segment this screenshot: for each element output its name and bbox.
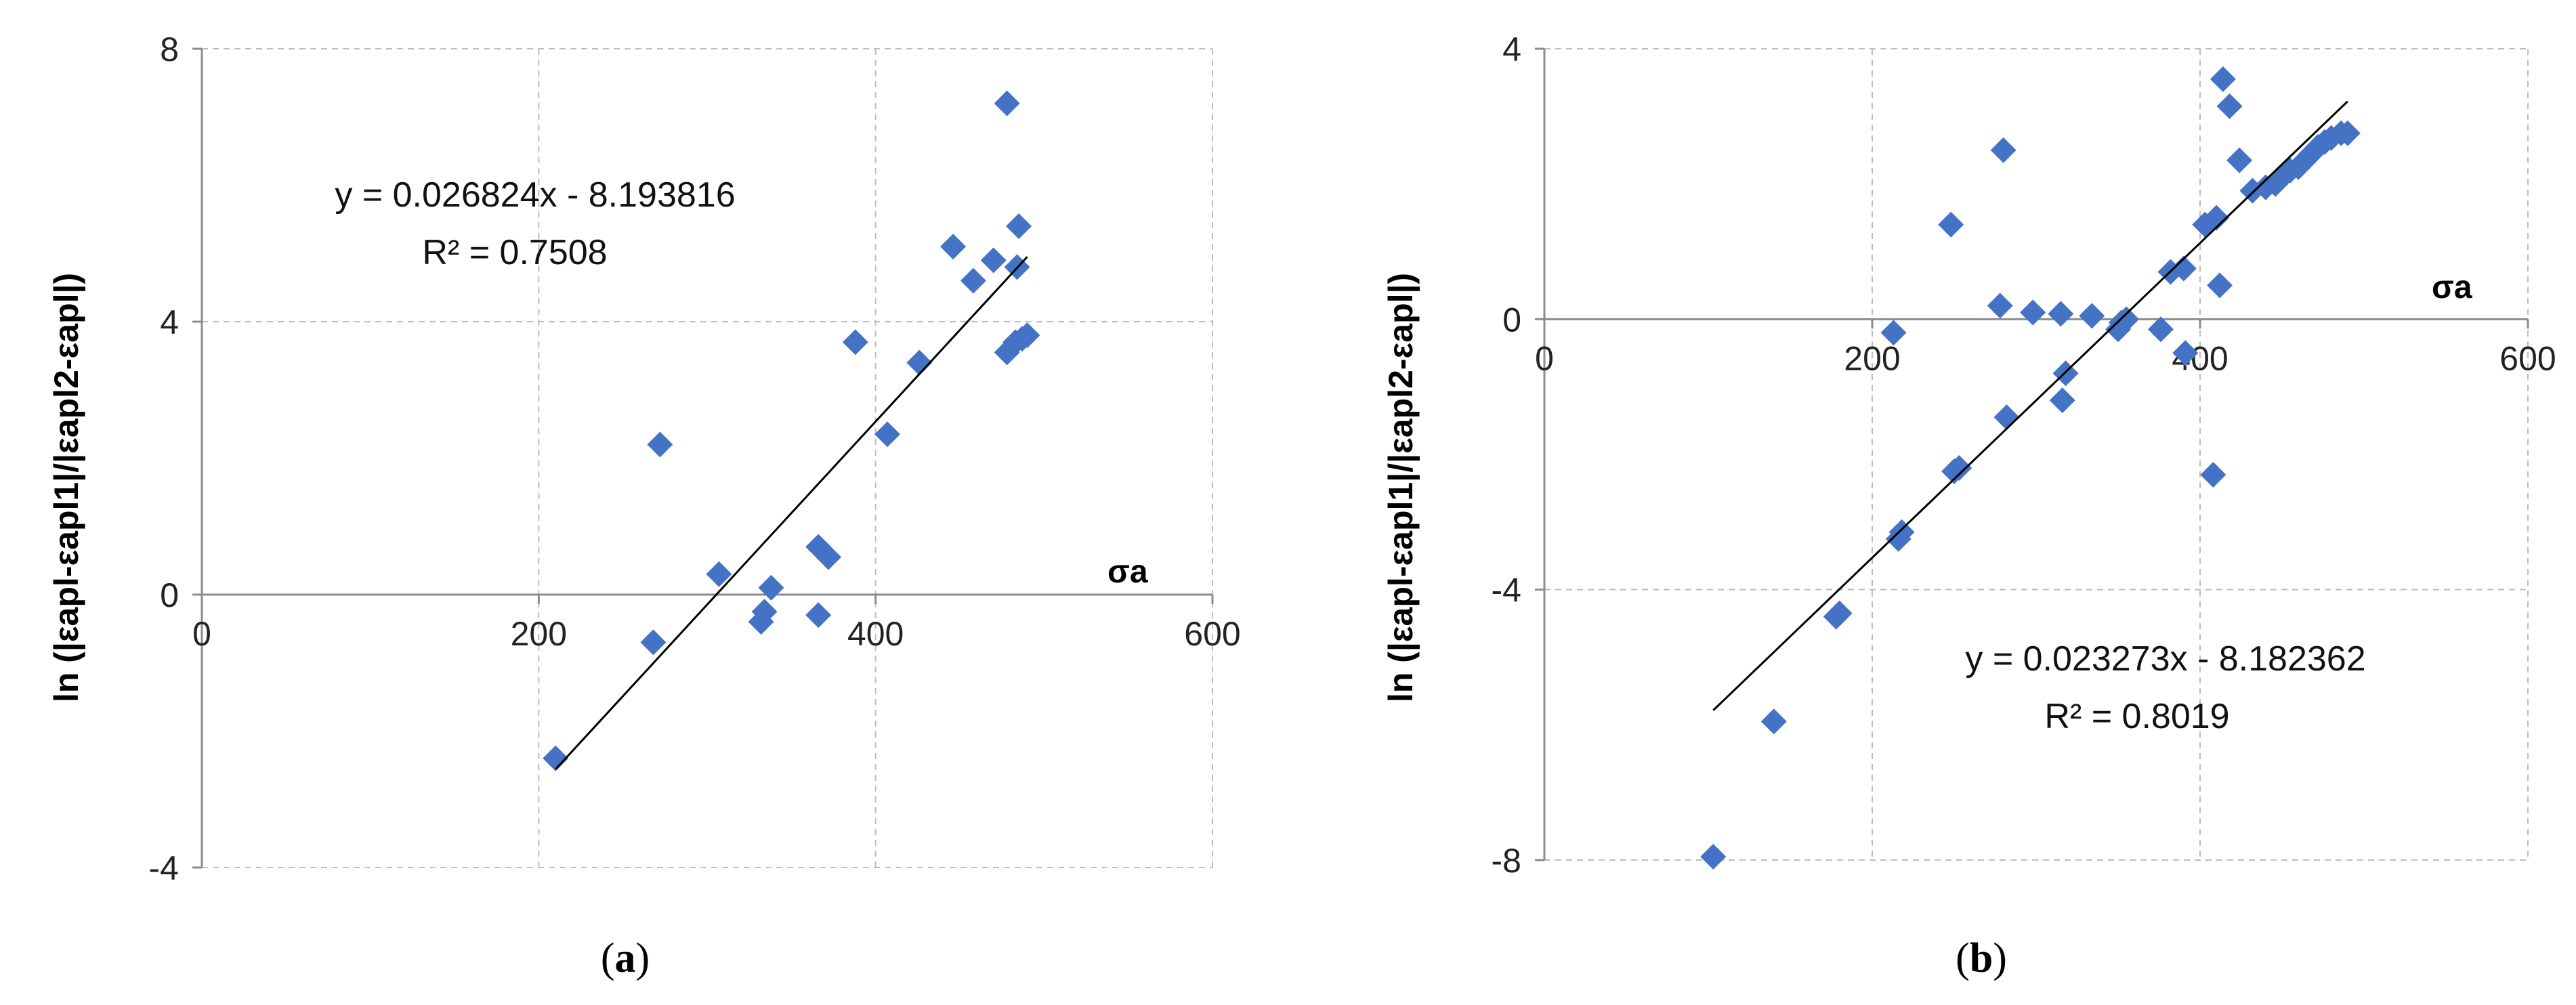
chart-a-x-tick-label: 0 xyxy=(192,615,211,653)
chart-b-point xyxy=(1880,320,1907,346)
chart-b-point xyxy=(2210,66,2236,92)
chart-b-point xyxy=(2226,147,2253,173)
chart-b-point xyxy=(1888,519,1915,545)
chart-b-x-axis-label: σa xyxy=(2432,270,2472,305)
chart-a-point xyxy=(994,90,1020,116)
chart-b-axes xyxy=(1535,47,2529,861)
chart-a-point xyxy=(906,349,933,376)
chart-a-point xyxy=(940,234,967,260)
chart-a-axes xyxy=(192,47,1214,869)
chart-b-point xyxy=(2079,303,2105,329)
chart-a-y-tick-label: 8 xyxy=(160,30,179,68)
chart-a-point xyxy=(647,431,673,458)
chart-a-r-squared: R² = 0.7508 xyxy=(422,233,607,272)
chart-b-point xyxy=(2203,205,2230,231)
chart-panel-a: 0 200 400 600 -4 0 4 8 y = 0.026824x - 8.193816… xyxy=(47,30,1241,981)
chart-b-y-tick-label: 0 xyxy=(1502,301,1521,339)
chart-b-point xyxy=(2216,93,2243,119)
chart-b-tick-labels: 0 200 400 600-8-404 xyxy=(1492,30,2556,880)
chart-b-point xyxy=(2020,299,2046,326)
chart-b-point xyxy=(2170,255,2197,282)
chart-a-x-tick-label: 400 xyxy=(847,615,904,653)
chart-b-trendline xyxy=(1712,100,2348,711)
chart-a-x-tick-label: 600 xyxy=(1184,615,1240,653)
chart-a-y-tick-label: 0 xyxy=(160,576,179,614)
chart-b-point xyxy=(2113,306,2140,333)
chart-b-points xyxy=(1700,66,2361,870)
chart-a-point xyxy=(816,544,842,570)
chart-a-y-tick-label: 4 xyxy=(160,303,179,341)
chart-a-point xyxy=(1006,213,1032,239)
chart-b-point xyxy=(2048,301,2074,327)
chart-a-tick-labels: 0 200 400 600 -4 0 4 8 xyxy=(149,30,1241,887)
chart-b-point xyxy=(1760,708,1787,735)
chart-b-equation: y = 0.023273x - 8.182362 xyxy=(1965,639,2365,679)
chart-b-x-tick-label: 600 xyxy=(2499,339,2556,377)
chart-b-caption-letter: b xyxy=(1970,935,1993,981)
chart-b-caption: (b) xyxy=(1956,935,2007,981)
chart-a-point xyxy=(751,599,778,625)
chart-a-caption-close: ) xyxy=(636,935,650,981)
chart-a-point xyxy=(874,421,901,448)
chart-b-point xyxy=(2147,316,2174,343)
chart-b-point xyxy=(1990,137,2017,163)
chart-b-x-tick-label: 200 xyxy=(1844,339,1900,377)
chart-a-y-tick-label: -4 xyxy=(149,849,179,887)
chart-a-caption-open: ( xyxy=(601,935,615,981)
chart-b-point xyxy=(1987,293,2013,319)
chart-a-x-tick-label: 200 xyxy=(511,615,567,653)
chart-b-point xyxy=(2049,387,2075,414)
chart-a-point xyxy=(706,561,732,587)
chart-a-trendline xyxy=(555,256,1028,771)
chart-a-point xyxy=(543,745,569,771)
chart-b-x-tick-label: 0 xyxy=(1535,339,1554,377)
chart-a-point xyxy=(758,574,784,601)
chart-b-y-tick-label: -4 xyxy=(1492,572,1521,610)
chart-a-point xyxy=(960,268,986,294)
chart-b-point xyxy=(2207,272,2233,299)
chart-a-caption: (a) xyxy=(601,935,650,981)
chart-b-caption-open: ( xyxy=(1956,935,1970,981)
chart-b-point xyxy=(1938,211,1964,238)
chart-panel-b: 0 200 400 600-8-404 y = 0.023273x - 8.18236… xyxy=(1382,30,2556,981)
chart-a-points xyxy=(543,90,1040,771)
chart-b-y-axis-label: ln (|εapl-εapl1|/|εapl2-εapl|) xyxy=(1382,273,1420,702)
chart-b-y-tick-label: 4 xyxy=(1502,30,1521,68)
chart-b-point xyxy=(2200,461,2226,488)
chart-a-point xyxy=(980,247,1007,274)
chart-b-point xyxy=(2334,120,2361,146)
chart-a-point xyxy=(842,329,868,356)
chart-a-point xyxy=(805,602,832,628)
chart-b-y-tick-label: -8 xyxy=(1492,842,1521,880)
chart-b-point xyxy=(2262,171,2289,197)
chart-a-x-axis-label: σa xyxy=(1107,554,1148,590)
chart-a-equation: y = 0.026824x - 8.193816 xyxy=(335,175,735,215)
chart-b-caption-close: ) xyxy=(1993,935,2007,981)
chart-b-point xyxy=(1700,844,1727,870)
chart-b-r-squared: R² = 0.8019 xyxy=(2044,697,2229,736)
chart-a-point xyxy=(640,629,667,656)
chart-a-point xyxy=(1014,322,1040,349)
chart-a-point xyxy=(994,339,1020,366)
chart-a-y-axis-label: ln (|εapl-εapl1|/|εapl2-εapl|) xyxy=(47,273,86,702)
chart-b-point xyxy=(2172,340,2199,366)
chart-a-gridlines xyxy=(201,48,1213,868)
chart-a-caption-letter: a xyxy=(615,935,636,981)
chart-b-gridlines xyxy=(1544,48,2529,861)
chart-b-point xyxy=(1826,600,1853,626)
chart-b-point xyxy=(1993,404,2020,431)
chart-b-point xyxy=(1946,454,1972,481)
